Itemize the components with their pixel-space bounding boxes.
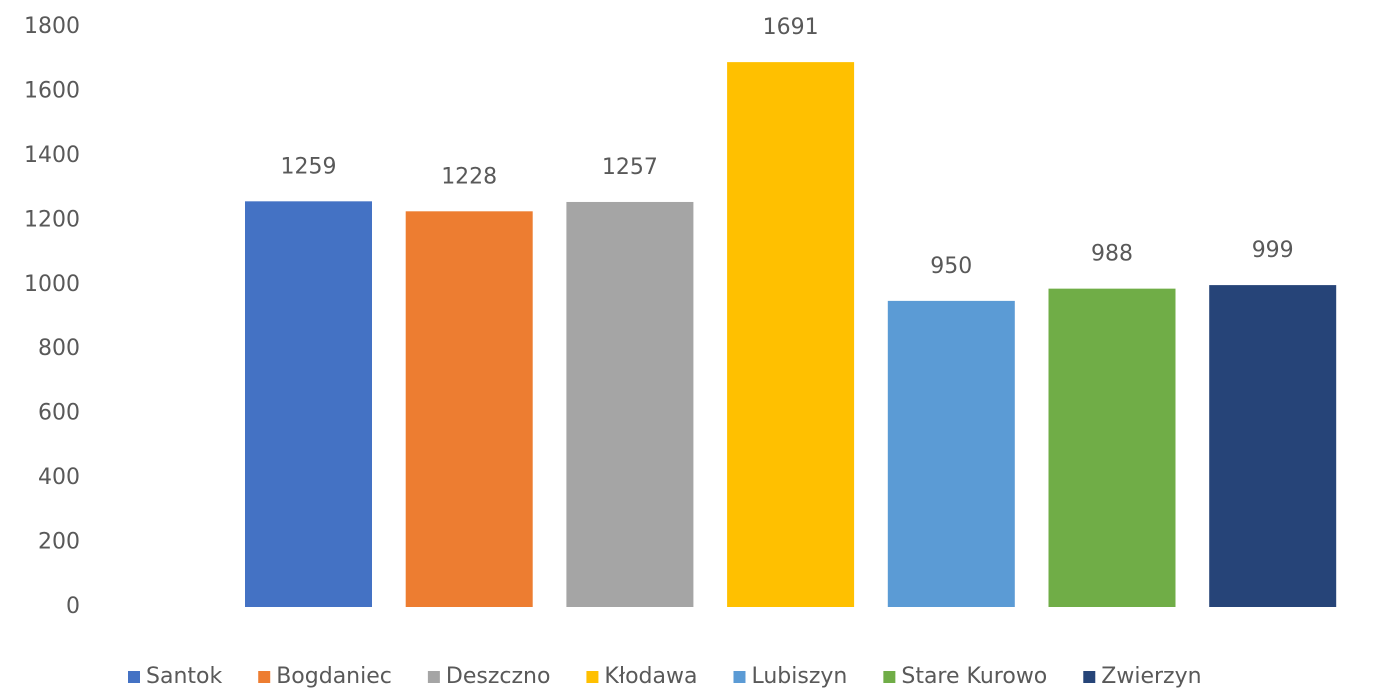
bar — [1209, 285, 1337, 607]
legend-label: Kłodawa — [604, 664, 697, 689]
y-tick-label: 1000 — [24, 272, 80, 297]
bar — [887, 300, 1015, 607]
bar — [566, 201, 694, 607]
y-tick-label: 1400 — [24, 143, 80, 168]
y-tick-label: 1800 — [24, 14, 80, 39]
data-label: 950 — [930, 254, 972, 279]
bar — [245, 201, 372, 608]
data-label: 1257 — [602, 155, 658, 180]
legend-swatch — [733, 671, 746, 683]
data-label: 988 — [1091, 242, 1133, 267]
y-tick-label: 1200 — [24, 207, 80, 232]
bar — [727, 62, 855, 608]
y-tick-label: 600 — [38, 401, 80, 426]
data-label: 999 — [1252, 238, 1294, 263]
y-tick-label: 800 — [38, 336, 80, 361]
legend-swatch — [883, 671, 896, 683]
legend-label: Bogdaniec — [276, 664, 392, 689]
bar — [1048, 288, 1176, 607]
data-label: 1228 — [441, 164, 497, 189]
y-tick-label: 0 — [66, 594, 80, 619]
legend-swatch — [258, 671, 271, 683]
legend-label: Lubiszyn — [751, 664, 847, 689]
legend-swatch — [128, 671, 140, 683]
bar — [405, 211, 533, 608]
y-tick-label: 1600 — [24, 78, 80, 103]
data-label: 1691 — [763, 15, 819, 40]
legend-label: Deszczno — [446, 664, 551, 689]
legend-swatch — [586, 671, 599, 683]
legend-swatch — [1083, 671, 1096, 683]
legend-label: Stare Kurowo — [901, 664, 1047, 689]
legend-label: Zwierzyn — [1101, 664, 1201, 689]
legend-swatch — [427, 671, 440, 683]
legend-label: Santok — [146, 664, 222, 689]
y-tick-label: 400 — [38, 465, 80, 490]
data-label: 1259 — [281, 154, 337, 179]
y-tick-label: 200 — [38, 530, 80, 555]
